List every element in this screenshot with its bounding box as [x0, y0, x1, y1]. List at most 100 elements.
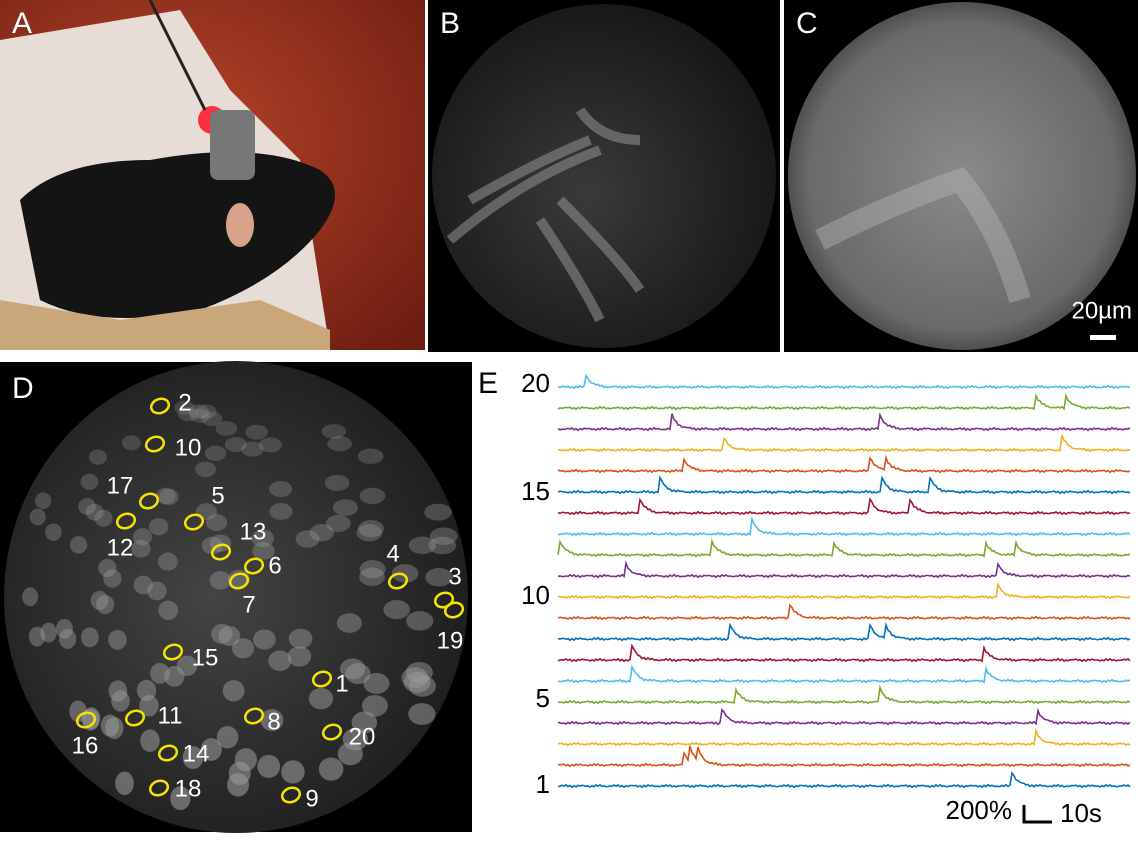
- trace: [557, 497, 1131, 516]
- cell: [201, 411, 223, 427]
- cell: [321, 424, 347, 439]
- cell: [155, 487, 176, 505]
- roi: [387, 572, 409, 590]
- roi-label: 5: [211, 482, 224, 509]
- cell: [81, 627, 99, 648]
- trace: [557, 538, 1131, 558]
- cell: [406, 611, 434, 631]
- cell: [424, 503, 452, 521]
- cell: [90, 590, 109, 610]
- trace: [557, 475, 1131, 495]
- roi-label: 12: [107, 534, 134, 561]
- cell: [158, 600, 179, 620]
- cell: [332, 499, 358, 516]
- cell: [108, 629, 127, 650]
- panel-label: D: [12, 372, 34, 405]
- roi: [124, 709, 146, 727]
- cell: [85, 503, 104, 521]
- roi-label: 20: [349, 723, 376, 750]
- roi: [321, 723, 343, 741]
- roi: [228, 572, 250, 590]
- cell: [216, 726, 239, 749]
- roi: [148, 779, 170, 797]
- cell: [269, 503, 293, 520]
- panel-label: C: [796, 7, 818, 40]
- panel-label: A: [12, 7, 32, 40]
- cell: [425, 568, 453, 587]
- cell: [211, 623, 233, 644]
- cell: [69, 536, 88, 554]
- cell: [232, 638, 255, 659]
- cell: [100, 714, 120, 737]
- panel-d-image: [0, 361, 472, 833]
- trace: [557, 392, 1131, 411]
- cell: [253, 629, 276, 650]
- cell: [363, 672, 390, 694]
- trace: [557, 434, 1131, 453]
- cell: [94, 509, 113, 527]
- cell: [241, 441, 264, 457]
- trace: [557, 746, 1131, 768]
- roi-label: 18: [175, 775, 202, 802]
- cell: [140, 729, 160, 752]
- cell: [324, 474, 350, 491]
- roi: [115, 512, 137, 530]
- scale-bar: [1022, 805, 1052, 824]
- roi: [243, 557, 265, 575]
- cell: [201, 536, 223, 555]
- cell: [209, 571, 232, 590]
- cell: [359, 560, 386, 579]
- cell: [133, 575, 153, 595]
- cell: [222, 680, 245, 702]
- roi-label: 13: [240, 518, 267, 545]
- roi: [183, 513, 205, 531]
- cell: [195, 461, 217, 478]
- trace-label: 20: [521, 368, 550, 398]
- cell: [245, 424, 268, 440]
- roi-label: 6: [268, 552, 281, 579]
- cell: [40, 622, 57, 643]
- roi-label: 7: [242, 591, 255, 618]
- cell: [177, 406, 199, 422]
- trace-label: 10: [521, 580, 550, 610]
- cell: [218, 626, 241, 646]
- roi-label: 17: [107, 472, 134, 499]
- roi: [138, 492, 160, 510]
- cell: [318, 757, 344, 781]
- cell: [257, 754, 281, 779]
- roi: [243, 707, 265, 725]
- cell: [188, 404, 210, 419]
- cell: [428, 536, 457, 555]
- roi-label: 14: [183, 740, 210, 767]
- cell: [408, 675, 436, 697]
- cell: [340, 658, 366, 680]
- roi-label: 8: [267, 708, 280, 735]
- cell: [136, 679, 157, 702]
- cell: [35, 492, 52, 510]
- cell: [98, 558, 117, 578]
- cell: [45, 523, 62, 541]
- cell: [361, 694, 388, 717]
- roi-label: 2: [178, 389, 191, 416]
- cell: [359, 487, 386, 505]
- scale-bar: [1090, 335, 1116, 340]
- cell: [224, 437, 247, 453]
- cell: [56, 618, 74, 639]
- cell: [200, 738, 222, 761]
- roi-label: 11: [158, 702, 183, 729]
- roi: [157, 744, 179, 762]
- cell: [357, 448, 384, 464]
- cell: [342, 727, 369, 751]
- cell: [327, 436, 353, 452]
- roi-label: 19: [437, 627, 464, 654]
- roi: [280, 786, 302, 804]
- cell: [96, 594, 115, 615]
- cell: [170, 786, 191, 811]
- cell: [325, 514, 351, 532]
- trace: [557, 373, 1131, 390]
- trace-label: 15: [521, 476, 550, 506]
- cell: [132, 528, 153, 546]
- roi: [210, 543, 232, 561]
- cell: [158, 488, 179, 506]
